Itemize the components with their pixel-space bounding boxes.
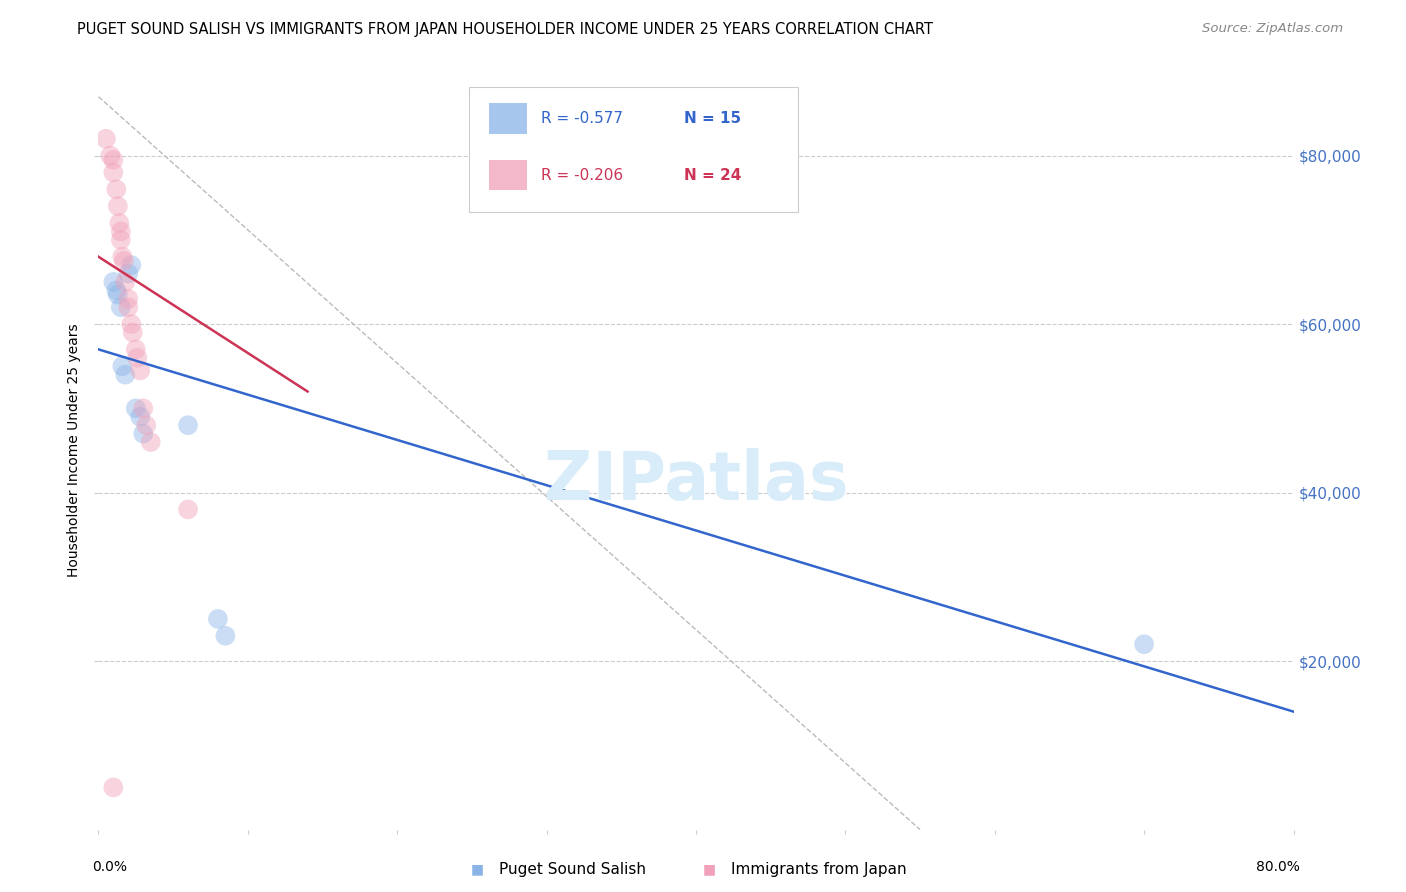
Point [103, 275, 125, 289]
Point [111, 359, 134, 374]
Text: R = -0.206: R = -0.206 [541, 168, 623, 183]
Point [108, 216, 131, 230]
Point [105, 182, 128, 196]
Point [103, 780, 125, 795]
Point [139, 435, 162, 450]
Point [114, 275, 136, 289]
Point [125, 343, 148, 357]
Text: PUGET SOUND SALISH VS IMMIGRANTS FROM JAPAN HOUSEHOLDER INCOME UNDER 25 YEARS CO: PUGET SOUND SALISH VS IMMIGRANTS FROM JA… [77, 22, 934, 37]
Point [120, 317, 142, 331]
FancyBboxPatch shape [470, 87, 797, 211]
Text: ZIPatlas: ZIPatlas [544, 448, 848, 514]
Point [120, 258, 142, 272]
Point [132, 401, 155, 416]
FancyBboxPatch shape [489, 160, 527, 190]
Point [117, 267, 139, 281]
Text: ■: ■ [703, 863, 716, 877]
Point [111, 250, 134, 264]
Point [117, 292, 139, 306]
FancyBboxPatch shape [489, 103, 527, 134]
Point [110, 300, 132, 314]
Point [98, 148, 122, 162]
Text: 80.0%: 80.0% [1256, 860, 1299, 874]
Point [135, 418, 157, 433]
Point [177, 502, 200, 516]
Point [207, 612, 229, 626]
Point [107, 287, 129, 301]
Point [114, 368, 136, 382]
Point [129, 409, 152, 424]
Text: Immigrants from Japan: Immigrants from Japan [731, 863, 907, 877]
Point [103, 165, 125, 179]
Point [112, 253, 135, 268]
Text: 0.0%: 0.0% [93, 860, 128, 874]
Point [132, 426, 155, 441]
Point [177, 418, 200, 433]
Point [107, 199, 129, 213]
Point [117, 300, 139, 314]
Y-axis label: Householder Income Under 25 years: Householder Income Under 25 years [67, 324, 82, 577]
Point [110, 233, 132, 247]
Point [125, 401, 148, 416]
Point [129, 363, 152, 377]
Text: Source: ZipAtlas.com: Source: ZipAtlas.com [1202, 22, 1343, 36]
Point [94, 132, 117, 146]
Text: ■: ■ [471, 863, 484, 877]
Text: Puget Sound Salish: Puget Sound Salish [499, 863, 647, 877]
Text: R = -0.577: R = -0.577 [541, 111, 623, 126]
Point [105, 284, 128, 298]
Point [214, 629, 236, 643]
Point [1133, 637, 1156, 651]
Point [127, 351, 149, 365]
Point [103, 153, 125, 167]
Point [121, 326, 143, 340]
Point [110, 224, 132, 238]
Text: N = 24: N = 24 [685, 168, 741, 183]
Text: N = 15: N = 15 [685, 111, 741, 126]
